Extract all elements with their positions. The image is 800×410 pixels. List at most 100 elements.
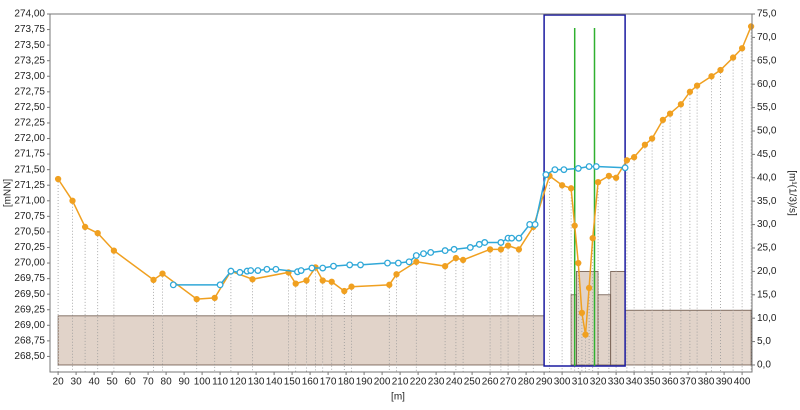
y2-axis-label: [m¹(1/3)/s] [786, 170, 797, 216]
x-tick-label: 340 [626, 377, 643, 388]
y-tick-label: 271,75 [14, 149, 45, 160]
x-tick-label: 70 [143, 377, 155, 388]
series-point [420, 250, 427, 258]
x-tick-label: 40 [89, 377, 101, 388]
x-tick-label: 120 [230, 377, 247, 388]
series-point [319, 277, 326, 284]
y-tick-label: 270,25 [14, 242, 45, 253]
y-axis-label: [mNN] [3, 179, 14, 208]
series-point [341, 287, 348, 295]
series-point [348, 283, 355, 290]
y2-tick-label: 10,0 [757, 313, 777, 324]
series-point [254, 267, 262, 274]
series-point [466, 244, 474, 251]
x-tick-label: 390 [716, 377, 733, 388]
x-tick-label: 130 [248, 377, 265, 388]
y-tick-label: 274,00 [14, 9, 45, 20]
series-point [666, 110, 674, 117]
series-point [413, 258, 420, 265]
series-point [659, 116, 667, 123]
x-tick-label: 110 [212, 377, 228, 388]
x-tick-label: 320 [590, 377, 607, 388]
series-point [574, 164, 582, 172]
series-point [450, 245, 458, 253]
series-point [515, 246, 523, 253]
series-point [571, 222, 578, 229]
y-tick-label: 272,25 [14, 118, 45, 129]
series-point [292, 280, 299, 287]
series-point [247, 267, 255, 274]
series-point [504, 242, 512, 249]
y2-tick-label: 0,0 [757, 360, 771, 371]
y2-tick-label: 15,0 [757, 289, 777, 300]
x-tick-label: 300 [554, 377, 571, 388]
series-point [412, 252, 420, 260]
series-point [486, 246, 494, 253]
series-point [729, 54, 737, 61]
y-tick-label: 271,00 [14, 195, 45, 206]
y-tick-label: 269,25 [14, 304, 45, 315]
x-tick-label: 370 [680, 377, 697, 388]
x-tick-label: 240 [446, 377, 463, 388]
series-point [558, 182, 566, 189]
series-point [508, 234, 516, 242]
series-point [303, 277, 310, 284]
series-point [405, 258, 413, 266]
y2-tick-label: 50,0 [757, 126, 777, 137]
y-tick-label: 273,75 [14, 24, 45, 35]
x-tick-label: 330 [608, 377, 625, 388]
series-point [319, 264, 327, 272]
x-tick-label: 260 [482, 377, 499, 388]
y2-tick-label: 20,0 [757, 266, 777, 277]
x-tick-label: 100 [194, 377, 211, 388]
y-tick-label: 269,50 [14, 289, 45, 300]
x-tick-label: 380 [698, 377, 715, 388]
series-point [582, 331, 589, 338]
x-tick-label: 290 [536, 377, 553, 388]
series-point [328, 278, 335, 285]
series-point [169, 281, 177, 289]
series-point [330, 262, 337, 270]
series-point [560, 166, 568, 174]
y2-tick-label: 5,0 [757, 336, 771, 347]
x-tick-label: 350 [644, 377, 661, 388]
y2-tick-label: 40,0 [757, 172, 777, 183]
roughness-bar [570, 294, 577, 366]
x-tick-label: 140 [266, 377, 283, 388]
series-point [589, 234, 596, 242]
series-point [585, 284, 593, 292]
y-tick-label: 273,50 [14, 40, 45, 51]
y-tick-label: 269,75 [14, 273, 45, 284]
series-point [497, 239, 505, 246]
series-point [441, 263, 449, 270]
roughness-bar [610, 270, 626, 366]
x-tick-label: 80 [161, 377, 173, 388]
roughness-bar [57, 315, 545, 366]
series-point [708, 73, 715, 80]
series-point [641, 141, 649, 148]
series-point [452, 254, 460, 262]
series-point [297, 267, 305, 274]
x-tick-label: 400 [734, 377, 751, 388]
series-point [346, 261, 354, 269]
x-tick-label: 250 [464, 377, 481, 388]
series-point [693, 82, 701, 89]
series-point [308, 264, 316, 272]
x-tick-label: 190 [356, 377, 373, 388]
series-point [69, 197, 76, 204]
series-point [738, 45, 746, 52]
series-point [384, 259, 391, 267]
series-point [621, 164, 629, 172]
series-point [605, 172, 613, 180]
series-point [81, 223, 89, 231]
series-point [497, 246, 505, 253]
series-point [515, 234, 523, 242]
series-point [592, 163, 600, 170]
series-point [630, 154, 638, 161]
plot-frame [49, 13, 753, 373]
y2-tick-label: 30,0 [757, 219, 777, 230]
series-point [594, 178, 602, 186]
y-tick-label: 273,25 [14, 55, 45, 66]
x-tick-label: 210 [392, 377, 409, 388]
series-point [585, 163, 593, 170]
